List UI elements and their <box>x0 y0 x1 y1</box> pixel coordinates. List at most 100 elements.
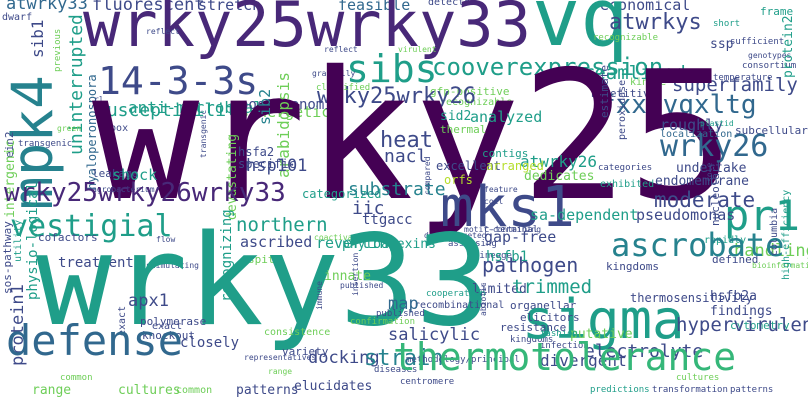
word-stimulating: utility <box>13 219 24 262</box>
word-analyzed: analyzed <box>470 108 543 126</box>
word-ttgacc: ttgacc <box>362 212 413 228</box>
word-14-3-3s: 14-3-3s <box>98 59 259 103</box>
word-hsp101: hsp101 <box>246 156 308 176</box>
word-mb: categories <box>598 163 653 173</box>
word-strain: strain <box>364 346 444 371</box>
word-lineage: reflect <box>146 27 180 36</box>
word-duplications: coil <box>484 197 504 206</box>
word-phytoalexins: phytoalexins <box>342 237 436 252</box>
word-cultures: range <box>268 367 293 376</box>
word-genotypes: genotypes <box>748 51 792 60</box>
word-wrky25wrky26: wrky25wrky26 <box>317 84 476 109</box>
word-recombinational: elucidates <box>294 379 373 394</box>
word-abiotic: abiotic <box>479 282 488 316</box>
word-recognizable: detected <box>428 0 477 8</box>
word-consortium: gfp-positive <box>430 85 510 98</box>
word-reverting: reverting <box>316 234 398 252</box>
word-cooperation: centromere <box>400 377 455 387</box>
word-substrate: substrate <box>348 179 446 200</box>
word-insertion: assessing <box>448 239 497 249</box>
word-megabases: spite <box>248 253 282 266</box>
word-temperature: temperature <box>713 73 773 83</box>
word-exhibited: exhibited <box>600 179 655 190</box>
word-contigs: contigs <box>482 147 529 160</box>
word-sulfur: repetitive <box>590 87 657 100</box>
word-confirmation: transformation <box>652 385 728 395</box>
word-ascribed: ascribed <box>240 233 313 251</box>
word-intact: cooperation <box>426 289 486 299</box>
word-short: short <box>713 19 741 29</box>
word-thermotolerance: thermotolerance <box>393 335 737 379</box>
word-rapidly: sole <box>705 162 714 182</box>
word-thermosensitivity: thermosensitivity <box>630 291 753 305</box>
word-defense: defense <box>6 316 184 365</box>
word-wrky26: wrky26 <box>660 129 769 164</box>
word-common: representatives <box>244 353 317 362</box>
word-ssp: ssp <box>710 37 734 52</box>
word-cytometry: organellar <box>510 299 577 312</box>
word-nacl: nacl <box>384 146 428 167</box>
word-syringae: diseases <box>374 365 418 375</box>
word-uninterrupted: uninterrupted <box>66 14 87 155</box>
word-range: variety <box>282 345 329 358</box>
word-hsfa2: hsfa2 <box>238 145 275 159</box>
word-spite: cofactors <box>38 231 98 244</box>
word-endomembrane: endomembrane <box>655 174 749 189</box>
word-economical: economical <box>600 0 691 14</box>
word-atwrky26: atwrky26 <box>520 152 598 171</box>
word-kingdoms: kingdoms <box>510 335 554 345</box>
word-gfp-positive: recognizable <box>440 97 513 108</box>
word-fluorescent: fluorescent <box>92 0 205 15</box>
word-arranged: arranged <box>486 159 544 173</box>
word-sa-dependent: sa-dependent <box>530 206 639 224</box>
word-cooverexpression: cooverexpression <box>432 53 664 81</box>
word-plastid: plastid <box>700 119 734 128</box>
word-superfamily: superfamily <box>672 74 798 96</box>
word-peroxidase: peroxidase <box>617 79 628 140</box>
word-wrky25: wrky25 <box>92 33 735 240</box>
word-trimmed: trimmed <box>512 276 593 298</box>
word-categorized: categorized <box>302 187 382 201</box>
word-electrolyte: electrolyte <box>584 341 704 362</box>
word-ttgacc-reading: confirmation <box>350 317 416 327</box>
word-feasible: feasible <box>338 0 411 14</box>
word-frame: frame <box>760 5 794 18</box>
word-nuclear: lineage <box>474 251 512 261</box>
word-closely: exact <box>152 321 183 332</box>
word-pr1: pr1 <box>724 191 800 240</box>
word-double: compared <box>423 156 432 195</box>
word-orfs: orfs <box>444 173 473 187</box>
word-hsfb1: hsfb1 <box>486 249 529 265</box>
word-ecotype: immune <box>315 281 324 310</box>
word-apx1: apx1 <box>128 291 169 311</box>
word-post-genomic: post-genomic <box>240 97 342 113</box>
word-enhanced: methodology/principal <box>406 355 520 365</box>
word-handling: handling <box>734 241 808 261</box>
word-stretch: stretch <box>198 0 262 14</box>
word-polymerase: knockout <box>142 329 195 342</box>
word-iic: iic <box>352 198 385 219</box>
word-c-terminal: dwarf <box>2 12 33 23</box>
word-wide-type: innate <box>324 269 371 284</box>
word-dedicates: dedicates <box>524 169 595 184</box>
word-elucidates: cultures <box>118 383 181 398</box>
word-detected: recognizable <box>593 33 659 43</box>
word-localization: localization <box>660 129 733 140</box>
word-synergetic: synergetic <box>240 103 331 121</box>
word-heat: heat <box>380 128 433 153</box>
word-innate: flow <box>156 235 176 244</box>
word-mks1: mks1 <box>440 175 575 240</box>
word-centromere: patterns <box>236 383 299 398</box>
word-sibs: sibs <box>346 47 438 91</box>
word-repetitive: kinase <box>630 77 667 88</box>
word-ascrobate: ascrobate <box>611 226 785 264</box>
word-bioinformatic: kingdoms <box>606 260 659 273</box>
word-compared: rl <box>94 95 104 104</box>
word-atwrkys: atwrkys <box>609 10 702 35</box>
word-elicitors: elicitors <box>520 311 580 324</box>
word-conductivity: sos-pathway <box>1 221 14 294</box>
word-limited: limited <box>472 282 527 297</box>
word-sid2: sid2 <box>440 109 472 124</box>
word-methodology-principal: cultures <box>676 373 720 383</box>
word-strong: c-terminal <box>484 225 539 235</box>
